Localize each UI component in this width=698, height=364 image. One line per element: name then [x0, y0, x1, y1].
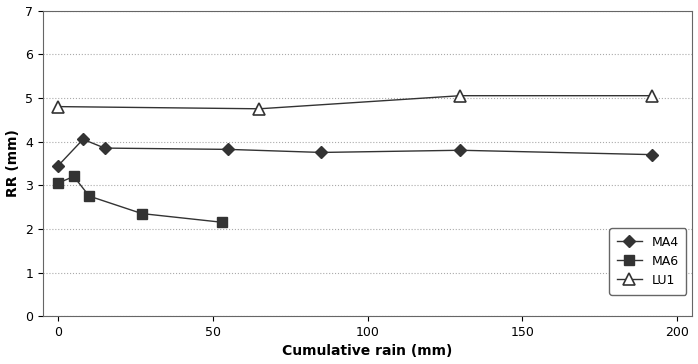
Line: MA4: MA4 [54, 135, 656, 170]
MA6 [138, 211, 146, 216]
X-axis label: Cumulative rain (mm): Cumulative rain (mm) [283, 344, 453, 359]
LU1 [54, 104, 63, 109]
LU1 [255, 107, 264, 111]
MA4 [456, 148, 465, 153]
MA4 [648, 153, 656, 157]
LU1 [648, 94, 656, 98]
Legend: MA4, MA6, LU1: MA4, MA6, LU1 [609, 228, 686, 294]
MA4 [317, 150, 325, 155]
MA6 [70, 174, 78, 179]
Line: MA6: MA6 [54, 171, 227, 227]
Line: LU1: LU1 [53, 90, 658, 114]
MA4 [224, 147, 232, 151]
MA6 [54, 181, 63, 185]
MA6 [218, 220, 226, 225]
MA4 [79, 137, 87, 142]
LU1 [456, 94, 465, 98]
MA4 [101, 146, 109, 150]
MA4 [54, 163, 63, 168]
Y-axis label: RR (mm): RR (mm) [6, 130, 20, 197]
MA6 [85, 194, 94, 198]
